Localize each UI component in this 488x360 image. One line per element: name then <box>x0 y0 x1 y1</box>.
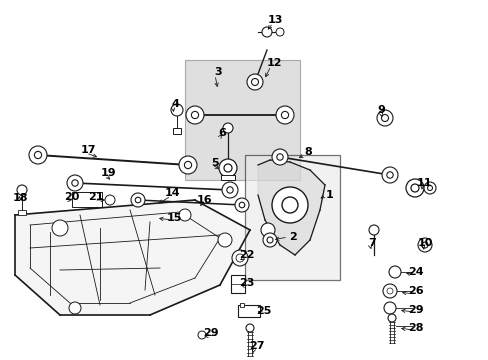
Circle shape <box>69 302 81 314</box>
Text: 12: 12 <box>265 58 281 68</box>
Circle shape <box>29 146 47 164</box>
Circle shape <box>219 159 237 177</box>
Circle shape <box>271 149 287 165</box>
Circle shape <box>171 104 183 116</box>
Circle shape <box>383 302 395 314</box>
Text: 10: 10 <box>416 238 432 248</box>
Circle shape <box>245 324 253 332</box>
Circle shape <box>224 164 231 172</box>
Circle shape <box>105 195 115 205</box>
Circle shape <box>131 193 145 207</box>
Circle shape <box>179 209 191 221</box>
Circle shape <box>368 225 378 235</box>
Polygon shape <box>258 160 325 255</box>
Circle shape <box>282 197 297 213</box>
Circle shape <box>239 202 244 208</box>
Circle shape <box>275 106 293 124</box>
Text: 8: 8 <box>304 147 311 157</box>
Circle shape <box>266 237 272 243</box>
Circle shape <box>72 180 78 186</box>
Circle shape <box>17 185 27 195</box>
Text: 22: 22 <box>239 250 254 260</box>
Circle shape <box>198 331 205 339</box>
Circle shape <box>34 152 41 159</box>
Circle shape <box>135 197 141 203</box>
Text: 15: 15 <box>166 213 182 223</box>
Bar <box>244 155 339 280</box>
Text: 9: 9 <box>376 105 384 115</box>
Circle shape <box>231 250 247 266</box>
Bar <box>72 192 102 207</box>
Circle shape <box>423 182 435 194</box>
Circle shape <box>271 187 307 223</box>
Circle shape <box>235 198 248 212</box>
Circle shape <box>263 233 276 247</box>
Circle shape <box>179 156 197 174</box>
Circle shape <box>421 242 427 248</box>
Text: 21: 21 <box>88 192 103 202</box>
Text: 3: 3 <box>214 67 222 77</box>
Circle shape <box>410 184 418 192</box>
Circle shape <box>417 238 431 252</box>
Circle shape <box>218 233 231 247</box>
Text: 25: 25 <box>256 306 271 316</box>
Text: 28: 28 <box>407 323 423 333</box>
Circle shape <box>226 187 233 193</box>
Circle shape <box>246 74 263 90</box>
Circle shape <box>381 167 397 183</box>
Bar <box>173 128 181 134</box>
Circle shape <box>223 123 232 133</box>
Circle shape <box>52 220 68 236</box>
Text: 5: 5 <box>211 158 218 168</box>
Text: 19: 19 <box>100 168 116 178</box>
Circle shape <box>275 28 284 36</box>
Text: 6: 6 <box>218 128 225 138</box>
Text: 13: 13 <box>267 15 282 25</box>
Circle shape <box>251 78 258 85</box>
Circle shape <box>222 182 238 198</box>
Bar <box>230 275 244 293</box>
Circle shape <box>185 106 203 124</box>
Text: 2: 2 <box>288 232 296 242</box>
Text: 11: 11 <box>415 178 431 188</box>
Circle shape <box>386 172 392 178</box>
Circle shape <box>427 185 431 190</box>
Text: 14: 14 <box>165 188 181 198</box>
Text: 29: 29 <box>203 328 218 338</box>
Bar <box>18 210 26 215</box>
Circle shape <box>184 161 191 168</box>
Circle shape <box>262 27 271 37</box>
Text: 23: 23 <box>239 278 254 288</box>
Circle shape <box>276 154 283 160</box>
Bar <box>240 303 244 307</box>
Circle shape <box>67 175 83 191</box>
Circle shape <box>281 111 288 118</box>
Text: 4: 4 <box>171 99 179 109</box>
Text: 20: 20 <box>64 192 80 202</box>
Text: 24: 24 <box>407 267 423 277</box>
Circle shape <box>405 179 423 197</box>
Text: 7: 7 <box>367 238 375 248</box>
Circle shape <box>376 110 392 126</box>
Bar <box>221 175 235 180</box>
Bar <box>184 60 299 180</box>
Text: 27: 27 <box>249 341 264 351</box>
Text: 16: 16 <box>197 195 212 205</box>
Polygon shape <box>15 200 249 315</box>
Text: 26: 26 <box>407 286 423 296</box>
Circle shape <box>261 223 274 237</box>
Circle shape <box>387 314 395 322</box>
Bar <box>238 305 260 317</box>
Text: 29: 29 <box>407 305 423 315</box>
Circle shape <box>381 114 387 122</box>
Circle shape <box>388 266 400 278</box>
Text: 1: 1 <box>325 190 333 200</box>
Circle shape <box>191 111 198 118</box>
Text: 18: 18 <box>12 193 28 203</box>
Circle shape <box>382 284 396 298</box>
Text: 17: 17 <box>80 145 96 155</box>
